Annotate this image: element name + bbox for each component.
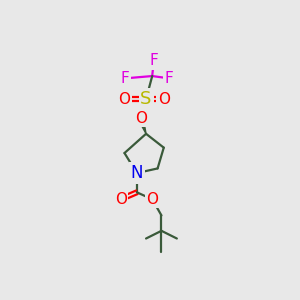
Text: O: O <box>146 192 158 207</box>
Text: O: O <box>158 92 170 106</box>
Text: S: S <box>140 90 152 108</box>
Text: F: F <box>121 71 130 86</box>
Text: N: N <box>130 164 143 182</box>
Polygon shape <box>138 118 146 134</box>
Text: F: F <box>165 71 173 86</box>
Text: O: O <box>135 111 147 126</box>
Text: O: O <box>115 192 127 207</box>
Text: F: F <box>149 53 158 68</box>
Text: O: O <box>118 92 130 106</box>
